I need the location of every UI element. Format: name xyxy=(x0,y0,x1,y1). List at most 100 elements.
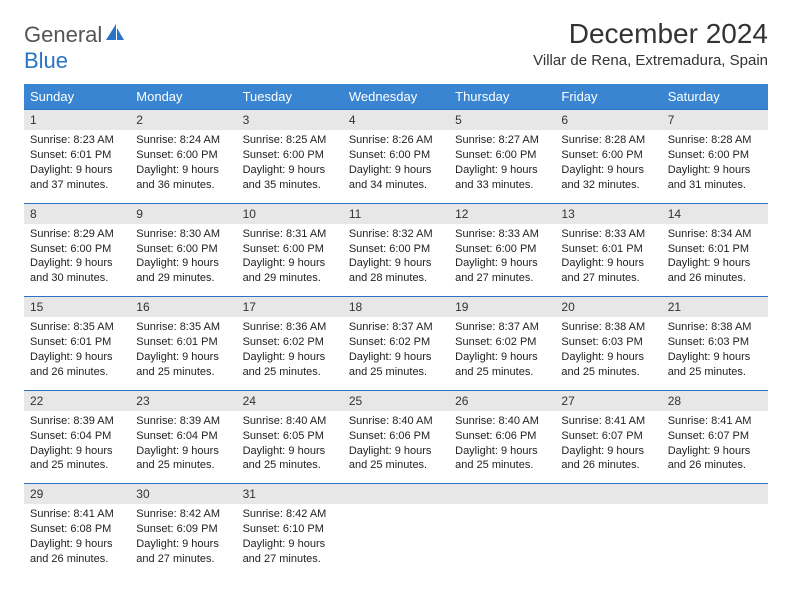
day-body: Sunrise: 8:41 AMSunset: 6:07 PMDaylight:… xyxy=(662,411,768,483)
day-cell: 5Sunrise: 8:27 AMSunset: 6:00 PMDaylight… xyxy=(449,110,555,203)
empty-cell xyxy=(449,484,555,577)
d2-line: and 27 minutes. xyxy=(243,552,337,567)
location: Villar de Rena, Extremadura, Spain xyxy=(533,52,768,69)
day-number: 4 xyxy=(343,110,449,130)
day-cell: 16Sunrise: 8:35 AMSunset: 6:01 PMDayligh… xyxy=(130,297,236,390)
day-cell: 14Sunrise: 8:34 AMSunset: 6:01 PMDayligh… xyxy=(662,204,768,297)
day-body: Sunrise: 8:40 AMSunset: 6:05 PMDaylight:… xyxy=(237,411,343,483)
d1-line: Daylight: 9 hours xyxy=(668,256,762,271)
sunset-line: Sunset: 6:00 PM xyxy=(668,148,762,163)
day-number: 15 xyxy=(24,297,130,317)
d1-line: Daylight: 9 hours xyxy=(243,537,337,552)
day-number: 16 xyxy=(130,297,236,317)
sunrise-line: Sunrise: 8:23 AM xyxy=(30,133,124,148)
d2-line: and 34 minutes. xyxy=(349,178,443,193)
sunrise-line: Sunrise: 8:24 AM xyxy=(136,133,230,148)
sunrise-line: Sunrise: 8:41 AM xyxy=(668,414,762,429)
day-cell: 29Sunrise: 8:41 AMSunset: 6:08 PMDayligh… xyxy=(24,484,130,577)
sunset-line: Sunset: 6:07 PM xyxy=(561,429,655,444)
day-cell: 27Sunrise: 8:41 AMSunset: 6:07 PMDayligh… xyxy=(555,391,661,484)
sunrise-line: Sunrise: 8:41 AM xyxy=(30,507,124,522)
day-cell: 6Sunrise: 8:28 AMSunset: 6:00 PMDaylight… xyxy=(555,110,661,203)
sunset-line: Sunset: 6:06 PM xyxy=(349,429,443,444)
day-body: Sunrise: 8:25 AMSunset: 6:00 PMDaylight:… xyxy=(237,130,343,202)
d1-line: Daylight: 9 hours xyxy=(30,256,124,271)
day-body: Sunrise: 8:30 AMSunset: 6:00 PMDaylight:… xyxy=(130,224,236,296)
week-row: 1Sunrise: 8:23 AMSunset: 6:01 PMDaylight… xyxy=(24,109,768,203)
sunset-line: Sunset: 6:02 PM xyxy=(455,335,549,350)
sunrise-line: Sunrise: 8:36 AM xyxy=(243,320,337,335)
d2-line: and 26 minutes. xyxy=(668,458,762,473)
day-number: 8 xyxy=(24,204,130,224)
sunrise-line: Sunrise: 8:33 AM xyxy=(561,227,655,242)
d1-line: Daylight: 9 hours xyxy=(30,444,124,459)
logo-text-main: General xyxy=(24,22,102,47)
sunrise-line: Sunrise: 8:40 AM xyxy=(243,414,337,429)
sunrise-line: Sunrise: 8:26 AM xyxy=(349,133,443,148)
day-body: Sunrise: 8:38 AMSunset: 6:03 PMDaylight:… xyxy=(662,317,768,389)
d2-line: and 27 minutes. xyxy=(136,552,230,567)
d1-line: Daylight: 9 hours xyxy=(243,256,337,271)
day-number: 28 xyxy=(662,391,768,411)
sunset-line: Sunset: 6:00 PM xyxy=(243,148,337,163)
day-cell: 31Sunrise: 8:42 AMSunset: 6:10 PMDayligh… xyxy=(237,484,343,577)
sunrise-line: Sunrise: 8:38 AM xyxy=(668,320,762,335)
day-body: Sunrise: 8:36 AMSunset: 6:02 PMDaylight:… xyxy=(237,317,343,389)
day-header: Wednesday xyxy=(343,84,449,109)
header: General Blue December 2024 Villar de Ren… xyxy=(24,18,768,74)
d2-line: and 25 minutes. xyxy=(561,365,655,380)
day-cell: 17Sunrise: 8:36 AMSunset: 6:02 PMDayligh… xyxy=(237,297,343,390)
day-body: Sunrise: 8:26 AMSunset: 6:00 PMDaylight:… xyxy=(343,130,449,202)
day-number: 12 xyxy=(449,204,555,224)
day-cell: 23Sunrise: 8:39 AMSunset: 6:04 PMDayligh… xyxy=(130,391,236,484)
d2-line: and 25 minutes. xyxy=(455,365,549,380)
day-body: Sunrise: 8:40 AMSunset: 6:06 PMDaylight:… xyxy=(449,411,555,483)
day-body: Sunrise: 8:39 AMSunset: 6:04 PMDaylight:… xyxy=(24,411,130,483)
day-number: 25 xyxy=(343,391,449,411)
day-cell: 20Sunrise: 8:38 AMSunset: 6:03 PMDayligh… xyxy=(555,297,661,390)
week-row: 15Sunrise: 8:35 AMSunset: 6:01 PMDayligh… xyxy=(24,296,768,390)
d1-line: Daylight: 9 hours xyxy=(349,350,443,365)
day-body: Sunrise: 8:23 AMSunset: 6:01 PMDaylight:… xyxy=(24,130,130,202)
sunrise-line: Sunrise: 8:25 AM xyxy=(243,133,337,148)
day-number: 14 xyxy=(662,204,768,224)
day-body: Sunrise: 8:24 AMSunset: 6:00 PMDaylight:… xyxy=(130,130,236,202)
sunset-line: Sunset: 6:02 PM xyxy=(243,335,337,350)
d1-line: Daylight: 9 hours xyxy=(668,350,762,365)
sunset-line: Sunset: 6:00 PM xyxy=(243,242,337,257)
day-body: Sunrise: 8:38 AMSunset: 6:03 PMDaylight:… xyxy=(555,317,661,389)
day-cell: 8Sunrise: 8:29 AMSunset: 6:00 PMDaylight… xyxy=(24,204,130,297)
d2-line: and 26 minutes. xyxy=(668,271,762,286)
day-body: Sunrise: 8:28 AMSunset: 6:00 PMDaylight:… xyxy=(662,130,768,202)
sunrise-line: Sunrise: 8:34 AM xyxy=(668,227,762,242)
sunset-line: Sunset: 6:00 PM xyxy=(30,242,124,257)
day-body: Sunrise: 8:40 AMSunset: 6:06 PMDaylight:… xyxy=(343,411,449,483)
month-title: December 2024 xyxy=(533,18,768,50)
d2-line: and 26 minutes. xyxy=(30,552,124,567)
sunset-line: Sunset: 6:00 PM xyxy=(136,148,230,163)
day-header: Monday xyxy=(130,84,236,109)
sunrise-line: Sunrise: 8:42 AM xyxy=(136,507,230,522)
day-number: 2 xyxy=(130,110,236,130)
week-row: 29Sunrise: 8:41 AMSunset: 6:08 PMDayligh… xyxy=(24,483,768,577)
day-number: 23 xyxy=(130,391,236,411)
sunset-line: Sunset: 6:01 PM xyxy=(136,335,230,350)
sunset-line: Sunset: 6:06 PM xyxy=(455,429,549,444)
day-cell: 30Sunrise: 8:42 AMSunset: 6:09 PMDayligh… xyxy=(130,484,236,577)
day-cell: 3Sunrise: 8:25 AMSunset: 6:00 PMDaylight… xyxy=(237,110,343,203)
day-cell: 2Sunrise: 8:24 AMSunset: 6:00 PMDaylight… xyxy=(130,110,236,203)
sunset-line: Sunset: 6:09 PM xyxy=(136,522,230,537)
sunrise-line: Sunrise: 8:28 AM xyxy=(561,133,655,148)
d2-line: and 25 minutes. xyxy=(136,458,230,473)
day-cell: 24Sunrise: 8:40 AMSunset: 6:05 PMDayligh… xyxy=(237,391,343,484)
empty-cell xyxy=(343,484,449,577)
day-cell: 7Sunrise: 8:28 AMSunset: 6:00 PMDaylight… xyxy=(662,110,768,203)
d1-line: Daylight: 9 hours xyxy=(136,444,230,459)
d2-line: and 25 minutes. xyxy=(30,458,124,473)
d1-line: Daylight: 9 hours xyxy=(136,163,230,178)
d2-line: and 28 minutes. xyxy=(349,271,443,286)
empty-bar xyxy=(343,484,449,504)
d1-line: Daylight: 9 hours xyxy=(455,163,549,178)
d2-line: and 31 minutes. xyxy=(668,178,762,193)
d1-line: Daylight: 9 hours xyxy=(561,444,655,459)
